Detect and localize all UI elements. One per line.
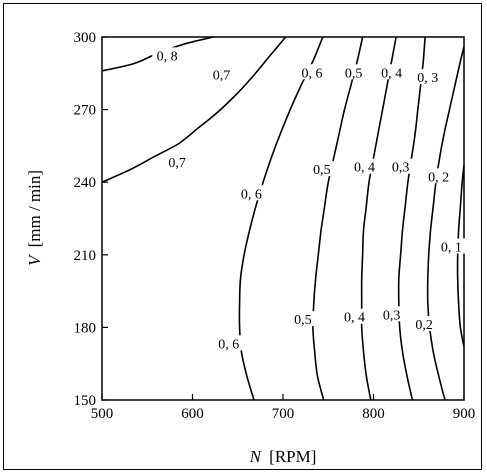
contour-label: 0,5 xyxy=(313,163,331,178)
contour-label: 0, 6 xyxy=(218,337,239,352)
contour-label-background xyxy=(436,238,467,254)
contour-label: 0, 4 xyxy=(344,311,365,326)
y-axis-label: V [mm / min] xyxy=(25,170,44,266)
contour-label: 0,2 xyxy=(415,318,433,333)
y-tick-label: 150 xyxy=(74,393,97,409)
x-axis-label: N [RPM] xyxy=(249,447,317,466)
contour-label: 0, 6 xyxy=(241,187,262,202)
x-tick-label: 500 xyxy=(91,406,114,422)
contour-lines xyxy=(101,36,465,401)
contour-label-background xyxy=(376,64,407,80)
contour-label-background xyxy=(389,158,413,174)
contour-label-background xyxy=(339,308,370,324)
contour-label: 0, 1 xyxy=(441,241,462,256)
contour-line xyxy=(426,46,465,401)
contour-line xyxy=(456,165,465,347)
contour-label-background xyxy=(291,311,315,327)
contour-label: 0,5 xyxy=(294,313,312,328)
contour-line xyxy=(101,36,287,183)
contour-label-background xyxy=(165,153,189,169)
x-tick-label: 700 xyxy=(272,406,295,422)
contour-label-background xyxy=(341,64,366,80)
y-tick-label: 240 xyxy=(74,175,97,191)
contour-label: 0,5 xyxy=(345,66,363,81)
contour-label: 0,3 xyxy=(392,161,410,176)
x-axis-variable: N xyxy=(249,447,263,466)
contour-label-background xyxy=(209,66,234,82)
x-axis-unit: [RPM] xyxy=(269,447,316,466)
contour-label: 0, 4 xyxy=(381,66,402,81)
contour-label-background xyxy=(423,168,454,184)
y-tick-label: 270 xyxy=(74,103,97,119)
contour-label: 0, 3 xyxy=(417,71,438,86)
y-tick-label: 300 xyxy=(74,30,97,46)
contour-label: 0, 8 xyxy=(157,49,178,64)
contour-label-background xyxy=(236,185,267,201)
contour-label-background xyxy=(152,47,182,63)
contour-label-background xyxy=(213,335,244,351)
contour-label: 0,7 xyxy=(168,156,186,171)
axis-ticks: 500 600 700 800 900 150 180 210 240 270 300 xyxy=(74,30,476,422)
contour-labels: 0, 8 0,7 0,7 0, 6 0, 6 0, 6 0,5 0,5 0,5 0, 4 0, 4 0… xyxy=(152,47,467,352)
contour-label-background xyxy=(380,306,404,322)
x-tick-label: 600 xyxy=(181,406,204,422)
x-tick-label: 900 xyxy=(453,406,476,422)
contour-line xyxy=(360,36,397,401)
y-axis-unit: [mm / min] xyxy=(25,170,44,247)
contour-label-background xyxy=(413,69,443,85)
contour-line xyxy=(312,36,364,401)
contour-line xyxy=(238,36,324,401)
contour-label: 0,3 xyxy=(383,308,401,323)
plot-area xyxy=(101,36,465,401)
contour-label-background xyxy=(412,315,436,331)
contour-label: 0, 2 xyxy=(428,170,449,185)
contour-label: 0, 4 xyxy=(354,161,375,176)
figure-frame xyxy=(3,3,482,470)
y-tick-label: 180 xyxy=(74,320,97,336)
y-axis-variable: V xyxy=(25,253,44,266)
y-tick-label: 210 xyxy=(74,248,97,264)
contour-label-background xyxy=(297,64,327,80)
contour-line xyxy=(397,36,426,401)
contour-label-background xyxy=(310,161,334,177)
contour-label: 0,7 xyxy=(213,69,231,84)
contour-label-background xyxy=(349,158,380,174)
x-tick-label: 800 xyxy=(362,406,385,422)
contour-label: 0, 6 xyxy=(301,66,322,81)
